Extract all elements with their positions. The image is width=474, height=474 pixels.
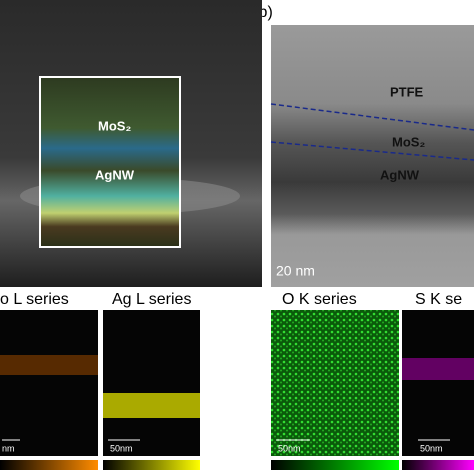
tem-label: AgNW — [380, 167, 420, 182]
map-title: o L series — [0, 291, 69, 308]
color-bar — [271, 460, 399, 470]
color-bar — [103, 460, 200, 470]
signal-band — [0, 355, 98, 375]
map-image — [271, 310, 399, 456]
map-title: Ag L series — [112, 291, 191, 308]
scale-bar-label: 50nm — [110, 443, 133, 453]
sem-label: MoS₂ — [98, 118, 131, 133]
scale-bar-label: 50nm — [278, 443, 301, 453]
scale-bar-label: 50nm — [420, 443, 443, 453]
signal-band — [103, 393, 200, 418]
eds-inset — [39, 76, 181, 248]
scale-bar-label: nm — [2, 443, 15, 453]
color-bar — [0, 460, 98, 470]
signal-band — [402, 358, 474, 380]
tem-label: PTFE — [390, 84, 424, 99]
boundary — [270, 103, 474, 161]
tem-label: MoS₂ — [392, 134, 425, 149]
map-image — [0, 310, 98, 456]
color-bar — [402, 460, 474, 470]
tem-image — [271, 25, 474, 287]
map-image — [402, 310, 474, 456]
map-title: S K se — [415, 291, 462, 308]
sem-label: AgNW — [95, 167, 135, 182]
scale-bar-label: 20 nm — [276, 263, 315, 279]
map-title: O K series — [282, 291, 357, 308]
map-image — [103, 310, 200, 456]
